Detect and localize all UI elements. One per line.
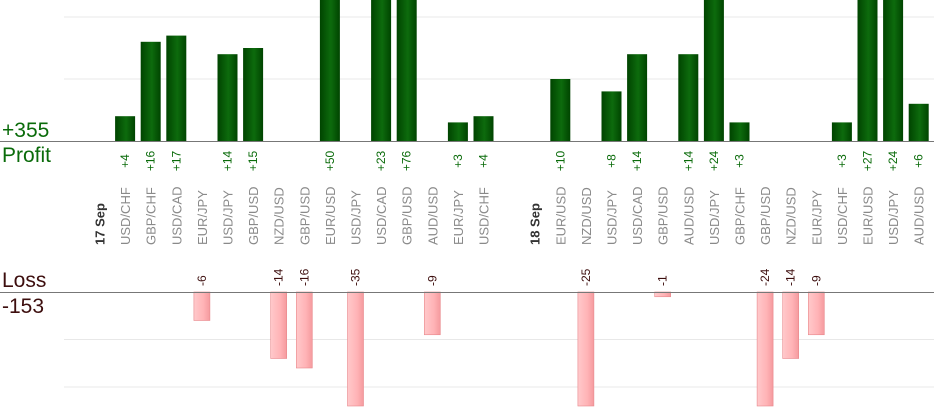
category-label: NZD/USD [272, 187, 287, 245]
profit-bar [166, 35, 187, 141]
profit-value-label: +23 [374, 150, 388, 171]
category-label: USD/CAD [374, 186, 389, 245]
loss-bar [807, 291, 825, 336]
category-label: EUR/USD [553, 186, 568, 245]
category-label: AUD/USD [425, 186, 440, 245]
profit-value-label: +17 [169, 150, 183, 171]
category-label: EUR/USD [861, 186, 876, 245]
profit-bar [729, 122, 750, 141]
profit-bar [473, 116, 494, 141]
profit-bar [857, 0, 878, 142]
profit-value-label: +16 [144, 150, 158, 171]
profit-bar [243, 48, 264, 141]
profit-bar [883, 0, 904, 142]
profit-bar [447, 122, 468, 141]
loss-value-label: -9 [425, 275, 439, 286]
category-label: EUR/JPY [451, 190, 466, 245]
profit-value-label: +10 [553, 150, 567, 171]
loss-value-label: -16 [297, 268, 311, 286]
category-label: USD/CHF [118, 187, 133, 245]
loss-value-label: -25 [579, 268, 593, 286]
profit-bar [627, 54, 648, 142]
loss-bar [347, 291, 364, 407]
loss-value-label: -24 [758, 268, 772, 286]
profit-bar [678, 54, 699, 142]
category-label: USD/JPY [605, 190, 620, 245]
category-label: USD/JPY [349, 190, 364, 245]
profit-bar [115, 116, 136, 141]
category-label: USD/JPY [707, 190, 722, 245]
category-label: EUR/JPY [195, 190, 210, 245]
profit-bar [371, 0, 392, 142]
profit-value-label: +6 [912, 154, 926, 168]
category-label: GBP/USD [297, 186, 312, 245]
loss-bar [270, 291, 288, 359]
profit-bar [908, 103, 929, 141]
profit-bar [601, 91, 622, 141]
profit-value-label: +4 [477, 154, 491, 168]
date-label: 17 Sep [93, 203, 108, 245]
profit-value-label: +76 [400, 150, 414, 171]
loss-bar [782, 291, 800, 359]
loss-bar [193, 291, 211, 321]
profit-total: +355 [2, 119, 50, 142]
category-label: USD/CAD [169, 186, 184, 245]
category-label: GBP/USD [400, 186, 415, 245]
loss-bar [295, 291, 313, 369]
profit-value-label: +50 [323, 150, 337, 171]
category-label: USD/CAD [630, 186, 645, 245]
profit-value-label: +3 [835, 154, 849, 168]
category-label: AUD/USD [681, 186, 696, 245]
category-label: GBP/USD [246, 186, 261, 245]
loss-bar [423, 291, 441, 336]
profit-value-label: +24 [886, 150, 900, 171]
category-label: USD/CHF [835, 187, 850, 245]
profit-bar [831, 122, 852, 141]
profit-value-label: +14 [681, 150, 695, 171]
category-label: USD/JPY [886, 190, 901, 245]
category-label: GBP/CHF [733, 187, 748, 245]
profit-value-label: +14 [221, 150, 235, 171]
loss-value-label: -14 [272, 268, 286, 286]
profit-bar [319, 0, 340, 142]
category-label: AUD/USD [912, 186, 927, 245]
profit-value-label: +3 [451, 154, 465, 168]
profit-value-label: +27 [861, 150, 875, 171]
profit-bar [396, 0, 417, 142]
profit-bar [140, 41, 161, 141]
profit-bar [703, 0, 724, 142]
profit-label: Profit [2, 144, 52, 167]
profit-value-label: +3 [733, 154, 747, 168]
profit-bar [550, 79, 571, 141]
category-label: NZD/USD [784, 187, 799, 245]
profit-value-label: +14 [630, 150, 644, 171]
category-label: EUR/JPY [809, 190, 824, 245]
category-label: GBP/USD [656, 186, 671, 245]
loss-value-label: -6 [195, 275, 209, 286]
category-label: EUR/USD [323, 186, 338, 245]
loss-value-label: -14 [784, 268, 798, 286]
profit-value-label: +24 [707, 150, 721, 171]
loss-value-label: -1 [656, 275, 670, 286]
profit-bar [217, 54, 238, 142]
category-label: GBP/CHF [144, 187, 159, 245]
category-label: NZD/USD [579, 187, 594, 245]
loss-label: Loss [2, 269, 47, 292]
loss-total: -153 [2, 295, 45, 318]
date-label: 18 Sep [528, 203, 543, 245]
loss-bar [756, 291, 774, 407]
category-label: USD/JPY [221, 190, 236, 245]
category-label: USD/CHF [477, 187, 492, 245]
loss-bar [577, 291, 595, 407]
profit-value-label: +8 [605, 154, 619, 168]
category-label: GBP/USD [758, 186, 773, 245]
loss-value-label: -9 [809, 275, 823, 286]
loss-value-label: -35 [349, 268, 363, 286]
profit-value-label: +4 [118, 154, 132, 168]
profit-value-label: +15 [246, 150, 260, 171]
